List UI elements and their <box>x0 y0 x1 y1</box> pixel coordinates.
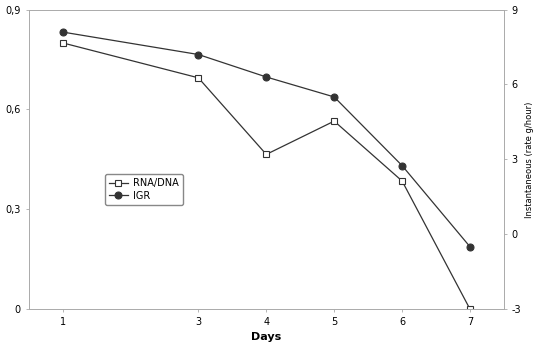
IGR <box>59 30 66 34</box>
X-axis label: Days: Days <box>251 332 281 342</box>
RNA/DNA <box>263 152 269 157</box>
Legend: RNA/DNA, IGR: RNA/DNA, IGR <box>105 174 183 205</box>
Line: IGR: IGR <box>59 29 474 250</box>
Line: RNA/DNA: RNA/DNA <box>60 40 473 312</box>
IGR <box>331 95 338 99</box>
RNA/DNA <box>59 41 66 45</box>
IGR <box>195 53 201 57</box>
IGR <box>399 164 406 168</box>
RNA/DNA <box>467 307 473 311</box>
RNA/DNA <box>195 76 201 80</box>
RNA/DNA <box>331 119 338 123</box>
RNA/DNA <box>399 179 406 183</box>
IGR <box>263 75 269 79</box>
IGR <box>467 245 473 249</box>
Y-axis label: Instantaneous (rate g/hour): Instantaneous (rate g/hour) <box>525 101 535 218</box>
